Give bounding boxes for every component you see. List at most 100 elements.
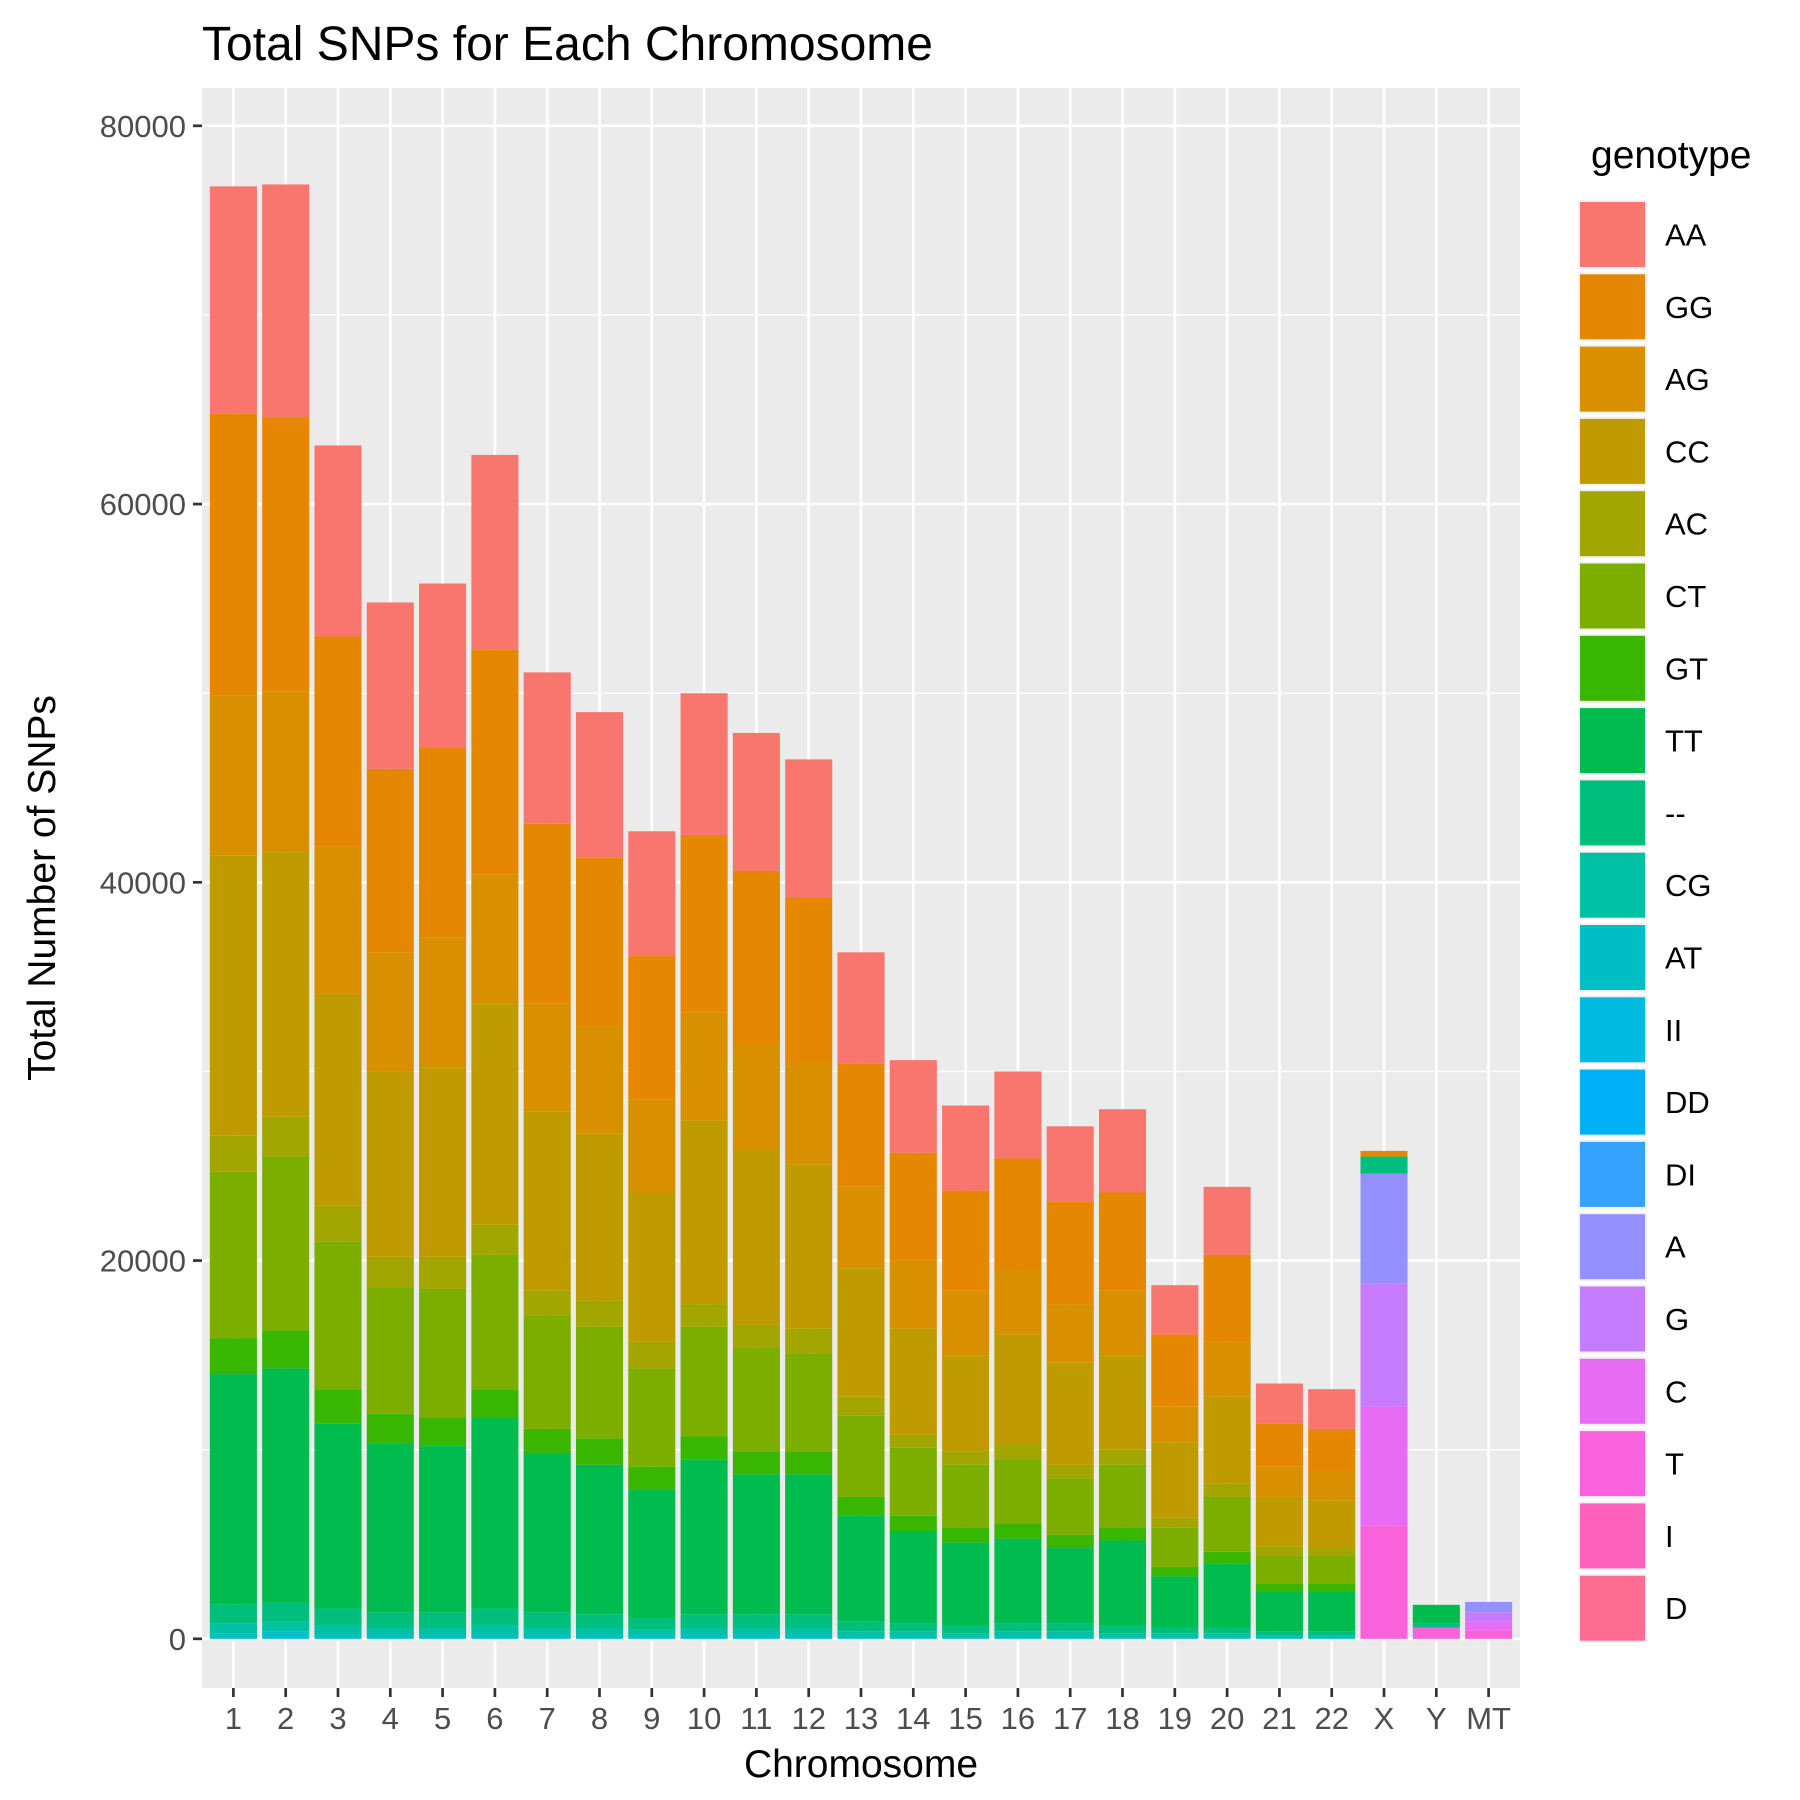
bar-segment-AA — [419, 583, 467, 749]
bar-segment-GG — [1098, 1192, 1147, 1291]
bar-segment-CT — [680, 1326, 728, 1437]
bar-segment-TT — [732, 1474, 780, 1615]
bar-segment-GT — [1308, 1583, 1356, 1592]
bar-segment-CC — [680, 1120, 728, 1305]
x-tick-label: 20 — [1210, 1701, 1244, 1736]
bar-segment-GG — [471, 649, 519, 875]
bar-segment-AA — [575, 712, 624, 858]
bar-segment-CC — [1046, 1362, 1094, 1465]
bar-segment-AA — [942, 1105, 990, 1191]
bar-segment-CC — [314, 993, 362, 1206]
bar-segment-AC — [785, 1328, 833, 1354]
bar-segment-CT — [942, 1464, 990, 1528]
bar-segment-AT — [419, 1635, 467, 1639]
bar-segment-AG — [628, 1099, 676, 1193]
bar-segment-G — [1465, 1612, 1513, 1622]
bar-segment--- — [1203, 1627, 1251, 1634]
legend-swatch-I — [1580, 1503, 1645, 1569]
bar-segment-CT — [419, 1288, 467, 1418]
bar-segment-TT — [1412, 1604, 1460, 1624]
bar-segment-AA — [314, 445, 362, 637]
bar-segment-AC — [523, 1290, 571, 1316]
bar-segment-CG — [1255, 1635, 1303, 1637]
bar-segment-AA — [366, 602, 414, 769]
bar-segment-TT — [942, 1542, 990, 1626]
bar-segment-CT — [785, 1353, 833, 1452]
bar-segment-AT — [1203, 1636, 1251, 1639]
bar-segment-GG — [942, 1190, 990, 1291]
legend-swatch-AG — [1580, 346, 1645, 412]
bar-segment-CG — [209, 1623, 257, 1634]
bar-segment-TT — [1203, 1563, 1251, 1628]
bar-segment-AG — [889, 1260, 937, 1329]
bar-segment-AG — [942, 1290, 990, 1356]
bar-segment-AT — [1098, 1636, 1147, 1639]
bar-segment-AC — [1255, 1546, 1303, 1556]
bar-segment-AG — [523, 1003, 571, 1112]
legend-swatch-D — [1580, 1575, 1645, 1641]
bar-segment-AC — [837, 1396, 885, 1416]
bar-segment-CC — [523, 1111, 571, 1291]
bar-segment-CT — [575, 1326, 624, 1439]
bar-segment-AC — [1308, 1548, 1356, 1556]
bar-segment-A — [1465, 1601, 1513, 1613]
legend-label: I — [1665, 1519, 1674, 1554]
bar-segment-CG — [419, 1627, 467, 1636]
bar-segment-GT — [1151, 1566, 1199, 1577]
legend-swatch-CT — [1580, 563, 1645, 629]
bar-segment-AG — [419, 937, 467, 1068]
bar-segment-GG — [1255, 1423, 1303, 1467]
bar-segment--- — [680, 1614, 728, 1628]
bar-segment-GT — [314, 1389, 362, 1424]
x-tick-label: 16 — [1001, 1701, 1035, 1736]
bar-segment-CT — [732, 1347, 780, 1452]
y-tick-label: 0 — [169, 1622, 186, 1657]
bar-segment-AT — [209, 1633, 257, 1639]
bar-segment-C — [1360, 1406, 1408, 1526]
legend-swatch-TT — [1580, 708, 1645, 774]
x-tick-label: 19 — [1158, 1701, 1192, 1736]
bar-segment-TT — [1151, 1576, 1199, 1628]
bar-segment-C — [1465, 1621, 1513, 1631]
bar-segment-CT — [1308, 1555, 1356, 1584]
bar-segment-AG — [785, 1061, 833, 1165]
legend-swatch-II — [1580, 997, 1645, 1063]
bar-segment-GG — [523, 823, 571, 1004]
legend-label: GT — [1665, 651, 1708, 686]
bar-segment--- — [732, 1614, 780, 1628]
legend-swatch-A — [1580, 1214, 1645, 1280]
x-axis-title: Chromosome — [744, 1743, 978, 1786]
legend-swatch-AT — [1580, 925, 1645, 990]
bar-segment-TT — [837, 1515, 885, 1622]
bar-segment-T — [1412, 1627, 1460, 1639]
bar-segment-GG — [1308, 1428, 1356, 1471]
bar-segment-TT — [419, 1445, 467, 1613]
bar-segment-CC — [366, 1071, 414, 1257]
bar-segment-CG — [994, 1631, 1042, 1637]
bar-segment-GT — [419, 1417, 467, 1446]
bar-segment--- — [575, 1614, 624, 1628]
bar-segment-AG — [1308, 1470, 1356, 1501]
bar-segment-AA — [837, 952, 885, 1064]
bar-segment-AC — [732, 1324, 780, 1348]
x-tick-label: MT — [1466, 1701, 1511, 1736]
bar-segment-GT — [994, 1523, 1042, 1539]
legend-swatch-DI — [1580, 1141, 1645, 1207]
x-tick-label: 21 — [1262, 1701, 1296, 1736]
legend-label: AA — [1665, 218, 1707, 253]
bar-segment-TT — [785, 1474, 833, 1615]
bar-segment-AC — [314, 1205, 362, 1242]
legend-swatch-C — [1580, 1358, 1645, 1424]
bar-segment-CC — [1151, 1442, 1199, 1518]
bar-segment-AG — [1046, 1304, 1094, 1363]
bar-segment-TT — [366, 1444, 414, 1613]
bar-segment--- — [889, 1623, 937, 1632]
bar-segment-GT — [575, 1438, 624, 1465]
bar-segment-CT — [209, 1171, 257, 1339]
legend-label: CT — [1665, 579, 1706, 614]
bar-segment-AT — [471, 1635, 519, 1639]
y-tick-label: 80000 — [100, 109, 186, 144]
bars — [209, 184, 1513, 1639]
bar-segment-CC — [994, 1334, 1042, 1445]
